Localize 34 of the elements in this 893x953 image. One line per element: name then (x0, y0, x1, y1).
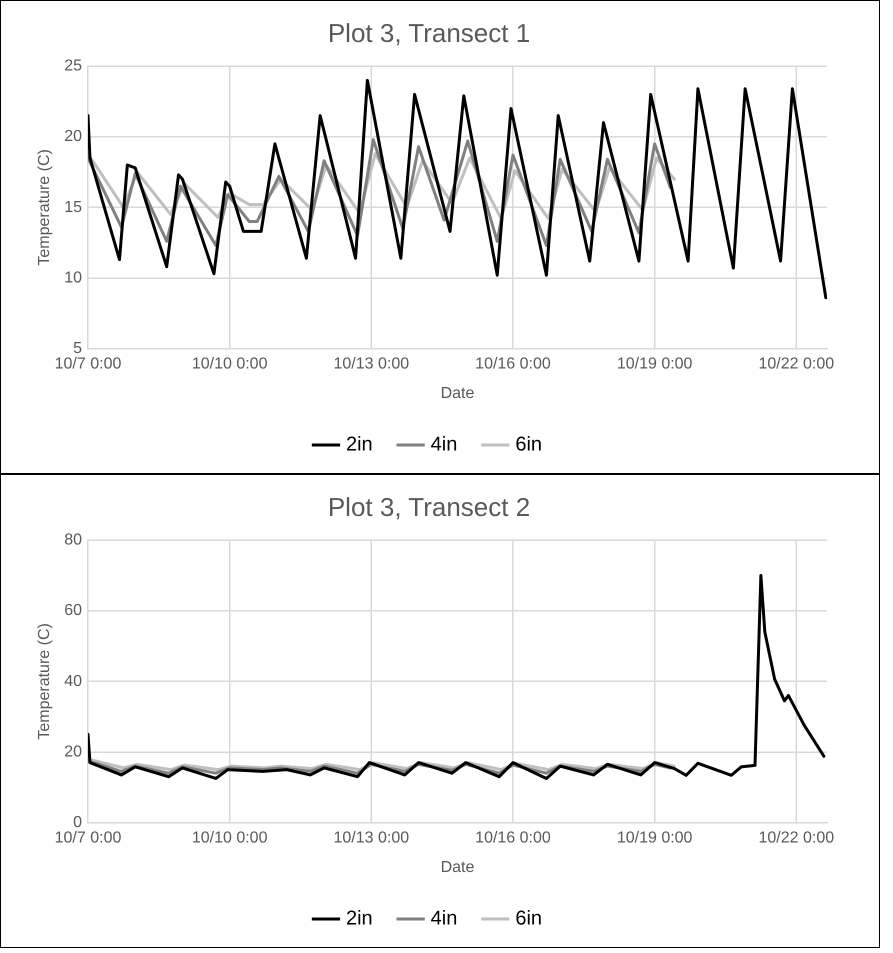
x-tick-label: 10/16 0:00 (475, 356, 551, 373)
x-tick-label: 10/16 0:00 (475, 830, 551, 847)
x-tick-label: 10/7 0:00 (54, 356, 122, 373)
y-tick-label: 60 (64, 602, 82, 620)
y-tick-label: 5 (73, 340, 82, 358)
x-tick-label: 10/13 0:00 (334, 830, 410, 847)
legend-label: 2in (346, 908, 373, 930)
y-tick-label: 80 (64, 532, 82, 549)
legend-label: 2in (346, 434, 373, 456)
legend-label: 4in (430, 434, 458, 456)
x-tick-label: 10/7 0:00 (54, 830, 122, 847)
y-tick-label: 0 (73, 814, 82, 832)
y-axis-title: Temperature (C) (36, 623, 54, 740)
x-tick-label: 10/22 0:00 (758, 830, 834, 847)
x-tick-label: 10/10 0:00 (192, 830, 268, 847)
legend-label: 6in (515, 908, 542, 930)
x-tick-label: 10/19 0:00 (616, 356, 693, 373)
y-axis-title: Temperature (C) (36, 149, 54, 266)
chart-title: Plot 3, Transect 1 (328, 18, 530, 48)
x-tick-label: 10/19 0:00 (616, 830, 693, 847)
y-tick-label: 40 (64, 672, 82, 690)
x-tick-label: 10/22 0:00 (758, 356, 834, 373)
y-tick-label: 10 (64, 269, 82, 286)
y-tick-label: 20 (64, 743, 82, 760)
y-tick-label: 15 (64, 198, 82, 216)
x-axis-title: Date (440, 384, 474, 402)
legend-label: 4in (430, 908, 458, 930)
legend-label: 6in (515, 434, 542, 456)
chart-title: Plot 3, Transect 2 (328, 492, 530, 522)
x-tick-label: 10/10 0:00 (192, 356, 268, 373)
x-axis-title: Date (440, 858, 474, 876)
y-tick-label: 25 (64, 58, 82, 75)
y-tick-label: 20 (64, 128, 82, 146)
x-tick-label: 10/13 0:00 (334, 356, 410, 373)
